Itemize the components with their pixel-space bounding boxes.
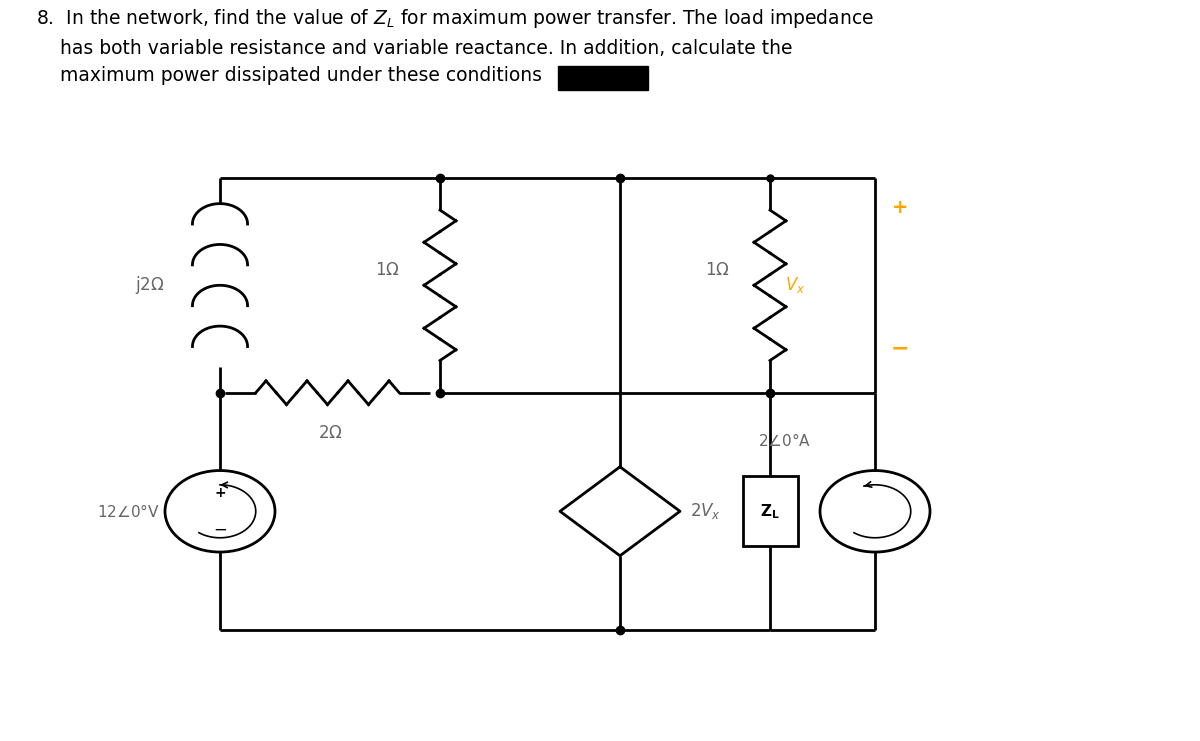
Text: 1$\Omega$: 1$\Omega$ xyxy=(706,262,730,279)
Text: −: − xyxy=(890,339,910,358)
Text: +: + xyxy=(214,486,226,500)
Text: $\mathbf{Z_L}$: $\mathbf{Z_L}$ xyxy=(760,502,780,521)
Text: −: − xyxy=(596,520,608,534)
Text: 2$\Omega$: 2$\Omega$ xyxy=(318,425,342,442)
Text: −: − xyxy=(214,521,227,539)
Text: +: + xyxy=(596,489,607,502)
Text: 2$\angle$0°A: 2$\angle$0°A xyxy=(758,433,811,449)
Text: +: + xyxy=(892,198,908,217)
Text: 2$V_x$: 2$V_x$ xyxy=(690,502,721,521)
Text: 1$\Omega$: 1$\Omega$ xyxy=(376,262,400,279)
Bar xyxy=(743,476,798,547)
Polygon shape xyxy=(560,467,680,556)
Text: 12$\angle$0°V: 12$\angle$0°V xyxy=(97,503,160,519)
Text: $V_x$: $V_x$ xyxy=(785,276,805,295)
Text: j2$\Omega$: j2$\Omega$ xyxy=(136,274,166,296)
Text: 8.  In the network, find the value of $Z_L$ for maximum power transfer. The load: 8. In the network, find the value of $Z_… xyxy=(36,7,874,85)
Bar xyxy=(558,66,648,90)
